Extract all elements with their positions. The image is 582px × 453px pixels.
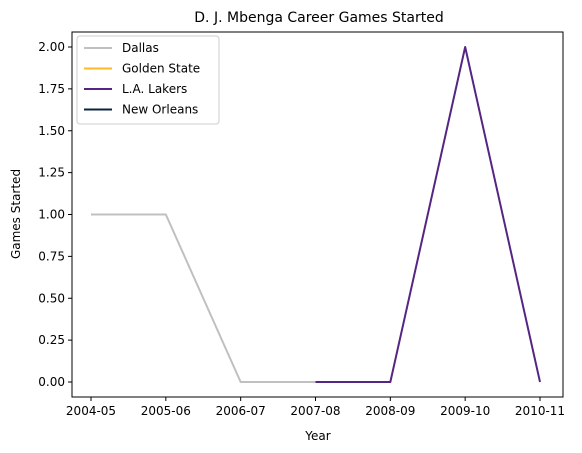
- y-tick-label: 0.00: [38, 375, 65, 389]
- legend-label-l-a-lakers: L.A. Lakers: [122, 82, 187, 96]
- y-tick-label: 1.75: [38, 82, 65, 96]
- series-line-dallas: [91, 213, 316, 383]
- x-tick-label: 2009-10: [440, 404, 490, 418]
- x-tick-label: 2007-08: [290, 404, 340, 418]
- y-tick-label: 1.25: [38, 166, 65, 180]
- chart-title: D. J. Mbenga Career Games Started: [194, 10, 443, 26]
- x-tick-label: 2008-09: [365, 404, 415, 418]
- series-line-l-a-lakers: [315, 46, 541, 383]
- x-tick-label: 2005-06: [141, 404, 191, 418]
- y-tick-label: 1.50: [38, 124, 65, 138]
- legend-label-new-orleans: New Orleans: [122, 103, 198, 117]
- y-tick-label: 0.25: [38, 333, 65, 347]
- legend-box: [76, 35, 220, 125]
- x-axis-label: Year: [304, 429, 330, 443]
- y-tick-label: 0.75: [38, 249, 65, 263]
- y-tick-label: 0.50: [38, 291, 65, 305]
- legend: Dallas Golden State L.A. Lakers New Orleans: [76, 35, 220, 125]
- y-tick-label: 2.00: [38, 40, 65, 54]
- x-tick-label: 2010-11: [515, 404, 565, 418]
- y-axis-label: Games Started: [9, 169, 23, 259]
- legend-label-golden-state: Golden State: [122, 62, 200, 76]
- x-tick-label: 2006-07: [216, 404, 266, 418]
- y-tick-label: 1.00: [38, 208, 65, 222]
- x-tick-label: 2004-05: [66, 404, 116, 418]
- axes-layer: 2004-05 2005-06 2006-07 2007-08 2008-09 2009-…: [38, 31, 565, 418]
- legend-label-dallas: Dallas: [122, 41, 159, 55]
- series-layer: [91, 46, 541, 383]
